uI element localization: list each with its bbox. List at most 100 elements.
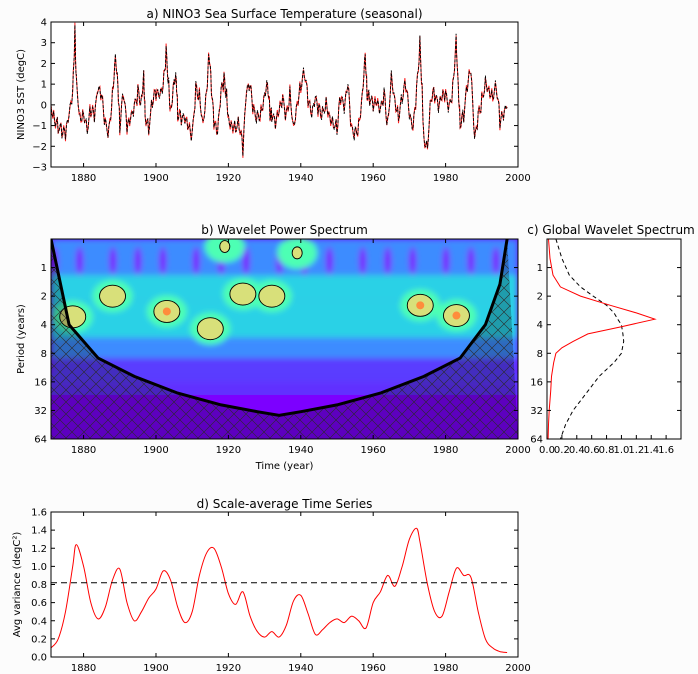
power-streak [484,246,492,275]
panel-a-ytick-label: −1 [32,121,47,132]
power-streak [475,246,483,275]
power-peak [416,301,425,310]
significance-contour [219,240,231,253]
power-streak [342,246,350,275]
panel-b-xtick-label: 1960 [360,445,385,456]
power-streak [184,246,192,275]
power-streak [417,246,425,275]
scale-average-line [51,527,508,653]
panel-c-ytick-label: 4 [537,320,543,331]
panel-d-ytick-label: 1.2 [31,544,47,555]
panel-a-frame-bg [51,22,518,167]
panel-d-xtick-label: 1940 [288,663,313,674]
power-streak [84,246,92,275]
power-streak [134,246,142,275]
panel-b-ylabel: Period (years) [16,304,27,374]
panel-c-title: c) Global Wavelet Spectrum [527,223,695,237]
power-streak [142,246,150,275]
panel-a-xtick-label: 1960 [360,173,385,184]
panel-d-ytick-label: 0.2 [31,634,47,645]
power-streak [67,246,75,275]
power-streak [400,246,408,275]
panel-d-xtick-label: 1980 [433,663,458,674]
power-streak [176,246,184,275]
sst-series-line [51,25,508,156]
panel-b-xtick-label: 1940 [288,445,313,456]
panel-d-title: d) Scale-average Time Series [197,497,373,511]
coi-hatch [51,239,518,439]
panel-c-frame-bg [547,239,681,439]
power-streak [250,246,258,275]
panel-d-xtick-label: 1880 [71,663,96,674]
panel-a-title: a) NINO3 Sea Surface Temperature (season… [147,7,423,21]
power-streak [242,246,250,275]
power-streak [317,246,325,275]
power-streak [492,246,500,275]
power-band [51,337,518,359]
panel-d-ytick-label: 0.6 [31,598,47,609]
panel-c-xtick-label: 0.4 [569,445,585,456]
panel-a-ytick-label: 0 [41,100,47,111]
panel-a-xtick-label: 1880 [71,173,96,184]
panel-d: 1880 1900 1920 1940 1960 1980 2000 0.0 0.2 0.4 0.6… [12,497,531,674]
power-streak [459,246,467,275]
power-streak [334,246,342,275]
panel-b: 1880 1900 1920 1940 1960 1980 2000 1 2 4 8 16 32 64 b… [16,223,531,472]
power-streak [434,246,442,275]
power-streak [367,246,375,275]
panel-a-xtick-label: 1900 [143,173,168,184]
panel-d-xtick-label: 1920 [216,663,241,674]
panel-a-ytick-label: 4 [41,18,47,29]
panel-a-ytick-label: 3 [41,38,47,49]
panel-d-ylabel: Avg variance (degC²) [12,532,23,638]
power-streak [325,246,333,275]
power-streak [359,246,367,275]
panel-b-title: b) Wavelet Power Spectrum [201,223,368,237]
panel-a-xtick-label: 1980 [433,173,458,184]
panel-d-ytick-label: 0.0 [31,653,47,664]
power-streak [267,246,275,275]
panel-d-ytick-label: 1.4 [31,526,47,537]
panel-b-xtick-label: 1900 [143,445,168,456]
power-streak [117,246,125,275]
gws-line [547,239,657,439]
power-peak [452,311,461,320]
panel-c-xtick-label: 0.6 [584,445,600,456]
panel-a-ytick-label: 1 [41,80,47,91]
significance-contour [291,246,303,260]
panel-b-frame [50,238,519,440]
panel-c-ytick-label: 2 [537,292,543,303]
panel-c-ytick-label: 32 [530,406,543,417]
panel-d-ytick-label: 0.8 [31,580,47,591]
panel-d-xtick-label: 1960 [360,663,385,674]
power-streak [384,246,392,275]
power-streak [375,246,383,275]
power-streak [59,246,67,275]
panel-b-ytick-label: 8 [41,349,47,360]
panel-c-ytick-label: 8 [537,349,543,360]
power-streak [159,246,167,275]
gws-significance-line [555,239,625,439]
power-streak [192,246,200,275]
power-streak [200,246,208,275]
panel-b-ytick-label: 2 [41,292,47,303]
panel-c-xtick-label: 1.0 [613,445,629,456]
significance-contour [99,284,126,308]
panel-a-xtick-label: 2000 [505,173,530,184]
power-streak [109,246,117,275]
power-streak [350,246,358,275]
coi-line [51,239,509,417]
panel-c-xtick-label: 0.0 [539,445,555,456]
panel-b-ytick-label: 4 [41,320,47,331]
power-streak [425,246,433,275]
panel-d-ytick-label: 1.0 [31,562,47,573]
power-streak [151,246,159,275]
panel-d-frame-bg [51,512,518,657]
panel-a-xtick-label: 1940 [288,173,313,184]
panel-c-ytick-label: 1 [537,263,543,274]
power-streak [76,246,84,275]
panel-b-ytick-label: 32 [34,406,47,417]
panel-b-ytick-label: 1 [41,263,47,274]
significance-contour [229,282,257,306]
